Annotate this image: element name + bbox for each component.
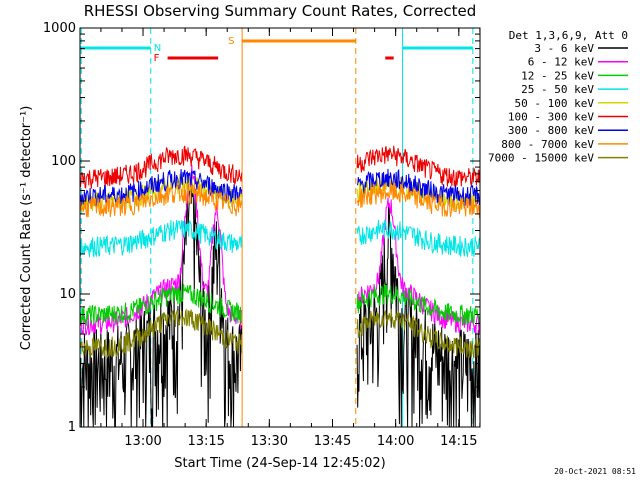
legend-entry-label: 800 - 7000 keV	[501, 138, 594, 151]
legend-entry-label: 7000 - 15000 keV	[488, 152, 594, 165]
footer-timestamp: 20-Oct-2021 08:51	[554, 467, 636, 476]
series-line	[79, 182, 243, 218]
data-layer: NF S	[79, 28, 481, 428]
y-tick-label: 10	[59, 287, 76, 302]
plot-frame	[79, 27, 481, 428]
saa-flag-label: S	[228, 36, 234, 47]
y-axis-label: Corrected Count Rate (s⁻¹ detector⁻¹)	[19, 106, 34, 351]
series-line	[356, 308, 481, 359]
y-tick-label: 1	[68, 420, 76, 435]
series-line	[356, 197, 481, 335]
series-line	[79, 283, 243, 327]
series-line	[79, 164, 243, 336]
series-line	[356, 182, 481, 219]
x-tick-label: 13:45	[314, 434, 351, 449]
x-tick-label: 14:00	[377, 434, 414, 449]
axis-ticks: 13:00 13:15 13:30 13:45 14:00 14:15 1 10 100 1000	[43, 21, 481, 449]
x-tick-label: 14:15	[440, 434, 477, 449]
y-tick-label: 1000	[43, 21, 76, 36]
series-line	[356, 145, 481, 187]
legend-entry-label: 25 - 50 keV	[521, 83, 594, 96]
series-line	[79, 145, 243, 189]
series-line	[79, 220, 243, 258]
series-line	[356, 203, 481, 428]
series-line	[356, 219, 481, 258]
x-tick-label: 13:30	[251, 434, 288, 449]
legend-entry-label: 3 - 6 keV	[534, 42, 594, 55]
legend-entry-label: 50 - 100 keV	[515, 97, 595, 110]
legend-entry-label: 100 - 300 keV	[508, 111, 594, 124]
legend-entry-label: 300 - 800 keV	[508, 124, 594, 137]
chart-title: RHESSI Observing Summary Count Rates, Co…	[84, 2, 477, 20]
series-line	[79, 308, 243, 359]
x-tick-label: 13:15	[187, 434, 224, 449]
night-flag-label: N	[154, 43, 161, 54]
x-axis-label: Start Time (24-Sep-14 12:45:02)	[174, 456, 385, 471]
y-tick-label: 100	[51, 154, 76, 169]
legend-entry-label: 6 - 12 keV	[528, 56, 595, 69]
legend-entry-label: 12 - 25 keV	[521, 69, 594, 82]
legend-title: Det 1,3,6,9, Att 0	[509, 29, 628, 42]
x-tick-label: 13:00	[124, 434, 161, 449]
flare-flag-label: F	[154, 53, 160, 64]
series-line	[356, 283, 481, 326]
